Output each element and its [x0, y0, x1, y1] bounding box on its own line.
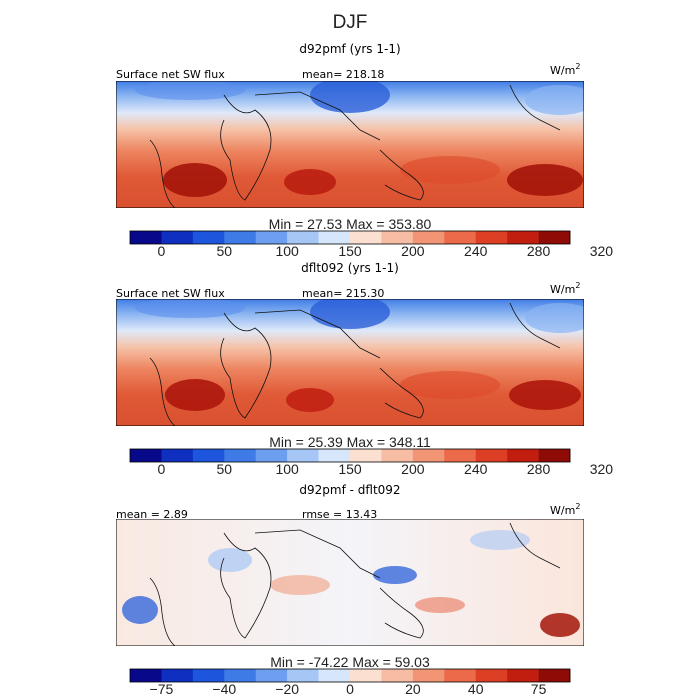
- colorbar-tick-label: 320: [590, 461, 614, 477]
- colorbar-swatch: [350, 449, 382, 462]
- colorbar-swatch: [130, 669, 162, 682]
- panel-2-minmax: Min = 25.39 Max = 348.11: [269, 434, 431, 450]
- colorbar-swatch: [475, 231, 508, 244]
- panel-2-mean: mean= 215.30: [302, 287, 384, 300]
- colorbar-swatch: [192, 449, 225, 462]
- colorbar-tick-label: −75: [150, 681, 174, 697]
- panel-1-colorbar-ticks: 0 50 100 150 200 240 280 320: [158, 243, 614, 259]
- colorbar-tick-label: 50: [216, 461, 232, 477]
- panel-3-minmax: Min = -74.22 Max = 59.03: [270, 654, 430, 670]
- colorbar-tick-label: 200: [401, 461, 425, 477]
- panel-1-map: [116, 81, 584, 208]
- colorbar-swatch: [475, 669, 508, 682]
- panel-1: d92pmf (yrs 1-1) Surface net SW flux mea…: [116, 42, 613, 259]
- colorbar-swatch: [538, 449, 571, 462]
- colorbar-swatch: [192, 669, 225, 682]
- colorbar-swatch: [507, 669, 539, 682]
- colorbar-swatch: [192, 231, 225, 244]
- colorbar-tick-label: 0: [346, 681, 354, 697]
- colorbar-tick-label: 280: [527, 461, 551, 477]
- colorbar-swatch: [255, 231, 288, 244]
- colorbar-tick-label: 0: [158, 243, 166, 259]
- colorbar-swatch: [381, 669, 414, 682]
- panel-3-colorbar: [129, 668, 571, 683]
- colorbar-tick-label: 150: [338, 461, 362, 477]
- colorbar-swatch: [161, 669, 194, 682]
- colorbar-swatch: [412, 449, 445, 462]
- colorbar-tick-label: −40: [212, 681, 236, 697]
- colorbar-swatch: [444, 669, 477, 682]
- colorbar-tick-label: 40: [468, 681, 484, 697]
- panel-1-mean: mean= 218.18: [302, 68, 384, 81]
- colorbar-swatch: [507, 449, 539, 462]
- panel-2-map: [116, 299, 584, 426]
- colorbar-tick-label: 100: [275, 243, 299, 259]
- colorbar-swatch: [318, 669, 351, 682]
- colorbar-swatch: [287, 231, 319, 244]
- panel-2-colorbar-ticks: 0 50 100 150 200 240 280 320: [158, 461, 614, 477]
- colorbar-tick-label: 200: [401, 243, 425, 259]
- colorbar-tick-label: 240: [464, 461, 488, 477]
- colorbar-tick-label: 20: [405, 681, 421, 697]
- colorbar-swatch: [412, 669, 445, 682]
- panel-1-subtitle: d92pmf (yrs 1-1): [299, 42, 400, 56]
- panel-2-subtitle: dflt092 (yrs 1-1): [301, 261, 399, 275]
- colorbar-tick-label: 320: [590, 243, 614, 259]
- colorbar-tick-label: 240: [464, 243, 488, 259]
- colorbar-swatch: [318, 231, 351, 244]
- colorbar-swatch: [350, 669, 382, 682]
- colorbar-swatch: [224, 231, 257, 244]
- colorbar-tick-label: 75: [531, 681, 547, 697]
- colorbar-border: [129, 668, 571, 683]
- colorbar-swatch: [381, 231, 414, 244]
- colorbar-tick-label: 50: [216, 243, 232, 259]
- panel-1-field-label: Surface net SW flux: [116, 68, 225, 81]
- panel-2-colorbar: [129, 448, 571, 463]
- colorbar-tick-label: 150: [338, 243, 362, 259]
- panel-2-field-label: Surface net SW flux: [116, 287, 225, 300]
- colorbar-tick-label: 0: [158, 461, 166, 477]
- panel-1-units: W/m2: [550, 62, 580, 77]
- colorbar-swatch: [538, 669, 571, 682]
- colorbar-swatch: [507, 231, 539, 244]
- colorbar-swatch: [350, 231, 382, 244]
- colorbar-border: [129, 448, 571, 463]
- colorbar-swatch: [224, 669, 257, 682]
- colorbar-swatch: [224, 449, 257, 462]
- colorbar-swatch: [161, 449, 194, 462]
- colorbar-swatch: [161, 231, 194, 244]
- panel-1-colorbar: [129, 230, 571, 245]
- colorbar-swatch: [255, 669, 288, 682]
- colorbar-swatch: [287, 669, 319, 682]
- colorbar-tick-label: −20: [275, 681, 299, 697]
- panel-2: dflt092 (yrs 1-1) Surface net SW flux me…: [116, 261, 613, 477]
- panel-3-rmse: rmse = 13.43: [302, 508, 377, 521]
- colorbar-swatch: [318, 449, 351, 462]
- main-title: DJF: [333, 12, 368, 33]
- colorbar-swatch: [130, 449, 162, 462]
- colorbar-swatch: [130, 231, 162, 244]
- colorbar-tick-label: 280: [527, 243, 551, 259]
- colorbar-swatch: [287, 449, 319, 462]
- colorbar-tick-label: 100: [275, 461, 299, 477]
- panel-2-units: W/m2: [550, 281, 580, 296]
- colorbar-swatch: [255, 449, 288, 462]
- colorbar-swatch: [444, 231, 477, 244]
- panel-3-mean: mean = 2.89: [116, 508, 188, 521]
- panel-3-colorbar-ticks: −75 −40 −20 0 20 40 75: [150, 681, 547, 697]
- panel-1-minmax: Min = 27.53 Max = 353.80: [269, 216, 432, 232]
- colorbar-swatch: [381, 449, 414, 462]
- colorbar-swatch: [538, 231, 571, 244]
- panel-3: d92pmf - dflt092 mean = 2.89 rmse = 13.4…: [116, 483, 584, 697]
- panel-3-subtitle: d92pmf - dflt092: [299, 483, 400, 497]
- colorbar-border: [129, 230, 571, 245]
- panel-3-units: W/m2: [550, 502, 580, 517]
- colorbar-swatch: [444, 449, 477, 462]
- colorbar-swatch: [475, 449, 508, 462]
- colorbar-swatch: [412, 231, 445, 244]
- panel-3-map: [116, 519, 584, 646]
